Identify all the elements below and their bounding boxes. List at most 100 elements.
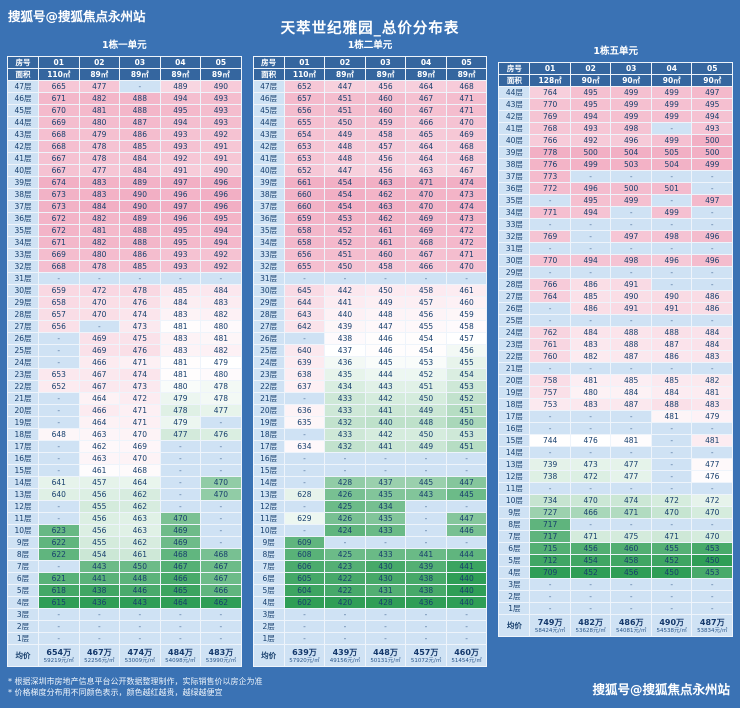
price-cell: 606 (283, 560, 326, 573)
price-cell: - (119, 620, 161, 633)
price-cell: - (119, 272, 161, 285)
price-cell: 629 (283, 512, 326, 525)
table-row: 38层 776 499 503 504 499 (498, 158, 734, 171)
price-cell: 473 (569, 458, 612, 471)
price-cell: - (529, 590, 571, 603)
price-cell: 493 (200, 116, 242, 129)
average-cell: 490万 54538元/㎡ (650, 614, 693, 637)
price-cell: 439 (405, 560, 447, 573)
floor-label: 18层 (252, 428, 285, 441)
unit-section-5: 1栋五单元 房号 01 02 03 04 05 面积 128㎡ 90㎡ 90㎡ 90㎡ 90㎡ 44层 7… (498, 44, 734, 637)
floor-label: 17层 (252, 440, 285, 453)
table-row: 35层 658 452 461 469 472 (252, 224, 488, 237)
table-row: 34层 671 482 488 495 494 (7, 236, 242, 249)
column-header: 03 (364, 56, 407, 69)
price-cell: - (445, 620, 488, 633)
price-cell: 462 (78, 440, 121, 453)
price-cell: - (38, 344, 80, 357)
average-price: 460万 (454, 647, 479, 657)
price-cell: - (283, 476, 326, 489)
table-row: 12层 -455 462- - (7, 500, 242, 513)
price-cell: 461 (119, 548, 161, 561)
floor-label: 15层 (498, 434, 531, 447)
price-cell: - (610, 206, 652, 219)
table-row: 2层 - - - - - (498, 590, 734, 603)
price-cell: - (283, 632, 326, 645)
floor-label: 11层 (498, 482, 531, 495)
price-cell: 491 (159, 164, 202, 177)
price-cell: - (529, 302, 571, 315)
price-cell: 474 (445, 176, 488, 189)
column-header: 01 (283, 56, 326, 69)
table-row: 1层 - - - - - (498, 602, 734, 615)
floor-label: 31层 (252, 272, 285, 285)
price-cell: - (119, 632, 161, 645)
floor-label: 20层 (498, 374, 531, 387)
price-cell: 493 (569, 122, 612, 135)
table-row: 27层 642 439 447 455 458 (252, 320, 488, 333)
price-cell: 456 (78, 524, 121, 537)
price-cell: - (283, 392, 326, 405)
floor-label: 28层 (7, 308, 39, 321)
price-cell: 490 (610, 290, 652, 303)
price-cell: 485 (650, 374, 693, 387)
price-cell: 468 (200, 548, 242, 561)
average-unit: 59219元/㎡ (43, 657, 74, 664)
table-row: 27层 764 485 490 490 486 (498, 290, 734, 303)
average-cell: 474万 53009元/㎡ (119, 644, 161, 667)
price-cell: 634 (283, 440, 326, 453)
table-row: 6层 621 441 448 466 467 (7, 572, 242, 585)
average-price: 482万 (578, 617, 603, 627)
average-price: 654万 (46, 647, 72, 657)
price-cell: 462 (364, 212, 407, 225)
price-cell: - (405, 536, 447, 549)
floor-label: 5层 (498, 554, 531, 567)
price-cell: 445 (405, 476, 447, 489)
table-row: 7层 606 423 430 439 441 (252, 560, 488, 573)
floor-label: 22层 (498, 350, 531, 363)
price-cell: - (650, 218, 693, 231)
price-cell: 480 (78, 116, 121, 129)
table-row: 33层 669 480 486 493 492 (7, 248, 242, 261)
average-unit: 54538元/㎡ (656, 627, 687, 634)
average-unit: 50131元/㎡ (370, 657, 401, 664)
price-cell: 496 (200, 200, 242, 213)
price-cell: - (445, 464, 488, 477)
price-cell: 491 (610, 302, 652, 315)
price-cell: - (529, 482, 571, 495)
price-cell: - (364, 452, 407, 465)
average-row: 均价 639万 57920元/㎡ 439万 49156元/㎡ 448万 50131元/㎡ 45… (252, 644, 488, 667)
price-cell: 672 (38, 224, 80, 237)
table-row: 14层 641 457 464-470 (7, 476, 242, 489)
price-cell: - (159, 488, 202, 501)
floor-label: 42层 (7, 140, 39, 153)
floor-label: 44层 (498, 86, 531, 99)
table-row: 9层 727 466 471 470 470 (498, 506, 734, 519)
unit-title-5: 1栋五单元 (593, 46, 638, 57)
area-value: 90㎡ (691, 74, 734, 87)
price-cell: 491 (200, 140, 242, 153)
price-cell: 465 (405, 128, 447, 141)
price-cell: - (610, 602, 652, 615)
price-cell: 674 (38, 176, 80, 189)
price-cell: 448 (324, 140, 366, 153)
price-cell: 481 (200, 332, 242, 345)
price-cell: 466 (78, 356, 121, 369)
price-cell: - (159, 452, 202, 465)
price-cell: 442 (324, 284, 366, 297)
floor-label: 34层 (7, 236, 39, 249)
price-cell: - (445, 536, 488, 549)
price-cell: 448 (364, 308, 407, 321)
price-cell: - (529, 266, 571, 279)
price-cell: 653 (283, 152, 326, 165)
price-cell: 672 (38, 212, 80, 225)
table-row: 2层 - - - - - (252, 620, 488, 633)
price-cell: - (650, 518, 693, 531)
price-cell: 447 (445, 476, 488, 489)
table-row: 19层 -464 471 479- (7, 416, 242, 429)
price-cell: - (691, 578, 734, 591)
table-row: 33层 - - - - - (498, 218, 734, 231)
price-cell: 470 (200, 476, 242, 489)
price-cell: 489 (119, 212, 161, 225)
price-cell: 435 (364, 488, 407, 501)
